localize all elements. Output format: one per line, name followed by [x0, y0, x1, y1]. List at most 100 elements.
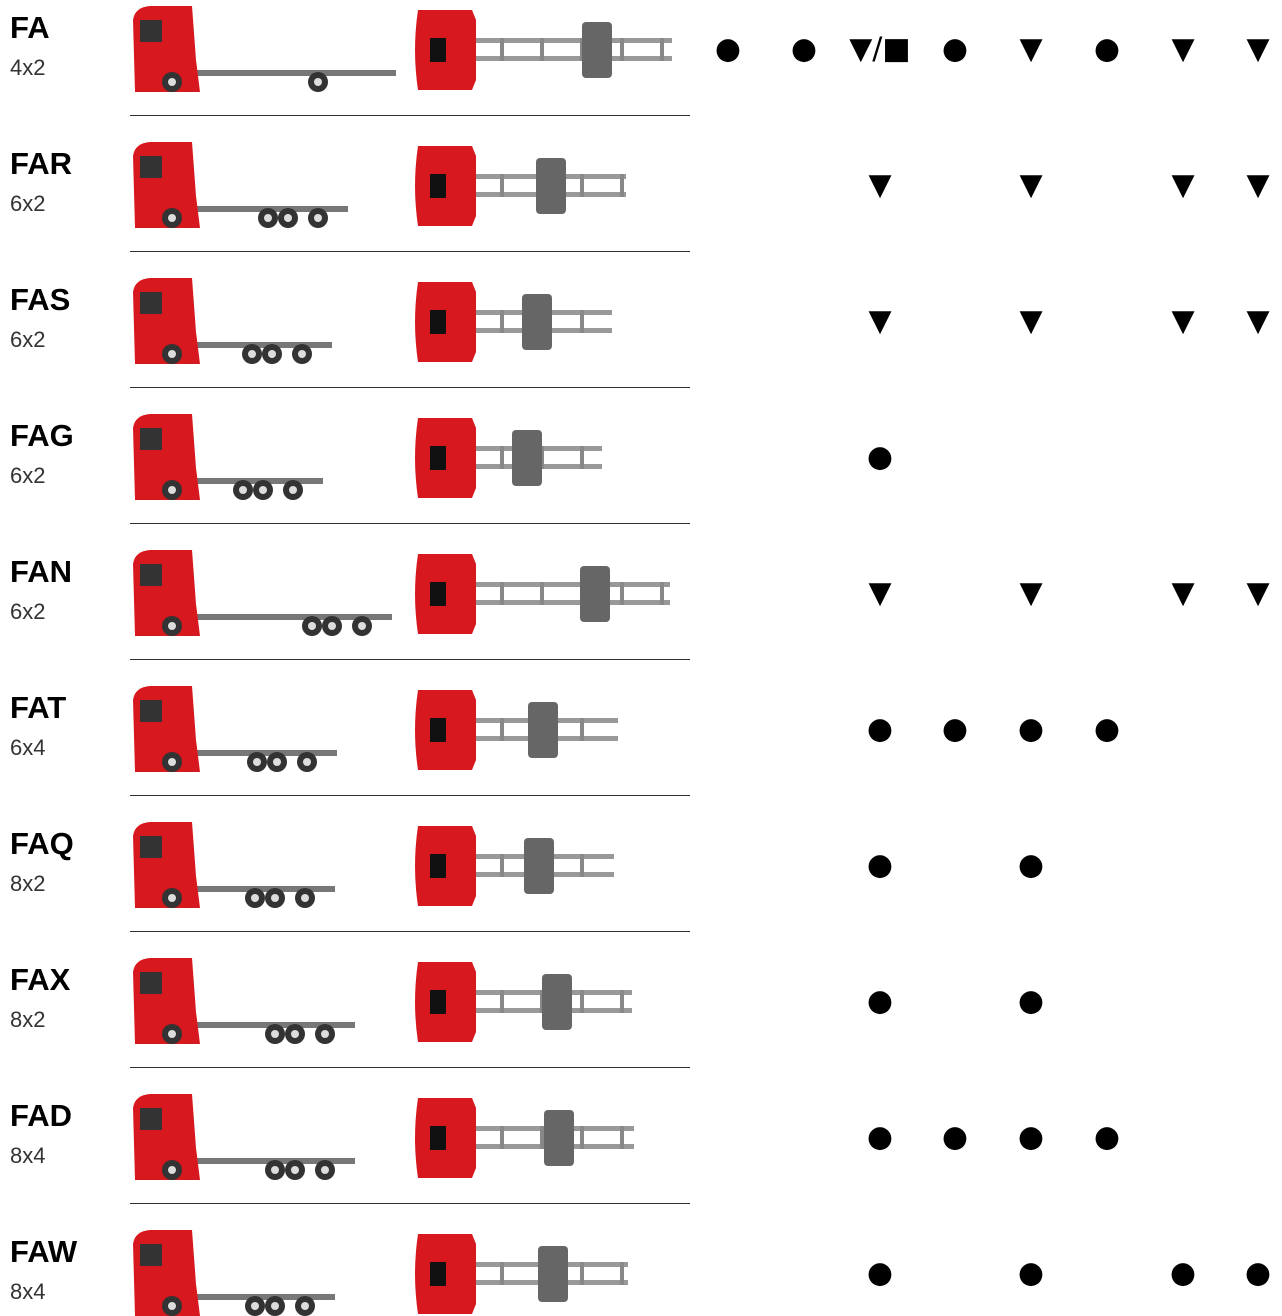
- axle-config: 8x4: [10, 1143, 45, 1168]
- cross-member: [500, 310, 504, 333]
- hub: [303, 758, 311, 766]
- row: FAX 8x2 ● ●: [10, 958, 1044, 1068]
- hub: [168, 78, 176, 86]
- hub: [314, 78, 322, 86]
- cross-member: [500, 990, 504, 1013]
- axle-config: 6x2: [10, 599, 45, 624]
- cross-member: [580, 990, 584, 1013]
- cross-member: [620, 990, 624, 1013]
- availability-symbol: ●: [1018, 1256, 1044, 1291]
- model-code: FAS: [10, 282, 70, 317]
- availability-symbol: ▼: [1171, 32, 1194, 67]
- truck-side-view: [133, 142, 348, 228]
- model-code: FAW: [10, 1234, 78, 1269]
- frame-rail: [470, 56, 672, 61]
- cross-member: [500, 582, 504, 605]
- truck-top-view: [415, 962, 632, 1042]
- model-code: FA: [10, 10, 50, 45]
- row: FAD 8x4 ● ● ● ●: [10, 1094, 1120, 1204]
- window: [140, 428, 162, 450]
- axle-group: [544, 1110, 574, 1166]
- cross-member: [620, 38, 624, 61]
- availability-symbol: ●: [1018, 984, 1044, 1019]
- cross-member: [620, 582, 624, 605]
- hatch: [430, 854, 446, 878]
- cross-member: [580, 446, 584, 469]
- axle-config: 8x2: [10, 1007, 45, 1032]
- hub: [168, 214, 176, 222]
- hub: [271, 1302, 279, 1310]
- availability-symbol: ▼: [1171, 576, 1194, 611]
- hub: [321, 1166, 329, 1174]
- hub: [271, 1030, 279, 1038]
- cross-member: [500, 718, 504, 741]
- truck-top-view: [415, 554, 670, 634]
- hub: [168, 350, 176, 358]
- model-code: FAR: [10, 146, 72, 181]
- truck-top-view: [415, 146, 626, 226]
- row: FAQ 8x2 ● ●: [10, 822, 1044, 932]
- row: FAR 6x2 ▼ ▼ ▼ ▼: [10, 142, 1270, 252]
- row: FAT 6x4 ● ● ● ●: [10, 686, 1120, 796]
- truck-side-view: [133, 6, 396, 92]
- cross-member: [580, 1262, 584, 1285]
- cross-member: [540, 38, 544, 61]
- chassis-rail: [190, 614, 392, 620]
- availability-symbol: ●: [1170, 1256, 1196, 1291]
- hub: [168, 758, 176, 766]
- window: [140, 292, 162, 314]
- hub: [358, 622, 366, 630]
- availability-symbol: ▼: [1246, 576, 1269, 611]
- hub: [264, 214, 272, 222]
- chassis-rail: [190, 886, 335, 892]
- hub: [291, 1030, 299, 1038]
- availability-symbol: ▼: [1019, 576, 1042, 611]
- axle-config: 6x2: [10, 463, 45, 488]
- axle-group: [582, 22, 612, 78]
- availability-symbol: ●: [1018, 1120, 1044, 1155]
- availability-symbol: ●: [1018, 848, 1044, 883]
- hub: [284, 214, 292, 222]
- truck-side-view: [133, 1094, 355, 1180]
- cross-member: [580, 854, 584, 877]
- cross-member: [540, 582, 544, 605]
- truck-top-view: [415, 690, 618, 770]
- axle-config: 6x2: [10, 327, 45, 352]
- hub: [308, 622, 316, 630]
- axle-config: 6x2: [10, 191, 45, 216]
- hub: [168, 1030, 176, 1038]
- model-code: FAQ: [10, 826, 74, 861]
- model-code: FAD: [10, 1098, 72, 1133]
- truck-side-view: [133, 278, 332, 364]
- hatch: [430, 582, 446, 606]
- hub: [321, 1030, 329, 1038]
- hub: [168, 894, 176, 902]
- availability-symbol: ●: [1245, 1256, 1271, 1291]
- chassis-rail: [190, 478, 323, 484]
- frame-rail: [470, 600, 670, 605]
- availability-symbol: ●: [1094, 712, 1120, 747]
- hatch: [430, 1126, 446, 1150]
- availability-symbol: ▼: [1246, 32, 1269, 67]
- availability-symbol: ▼: [1171, 304, 1194, 339]
- window: [140, 564, 162, 586]
- hub: [168, 1302, 176, 1310]
- availability-symbol: ●: [1018, 712, 1044, 747]
- hub: [271, 894, 279, 902]
- hatch: [430, 1262, 446, 1286]
- hatch: [430, 310, 446, 334]
- chassis-rail: [190, 1294, 335, 1300]
- hub: [289, 486, 297, 494]
- availability-symbol: ●: [867, 984, 893, 1019]
- hub: [251, 894, 259, 902]
- hub: [301, 894, 309, 902]
- chassis-rail: [190, 750, 337, 756]
- row: FAG 6x2 ●: [10, 414, 893, 524]
- availability-symbol: ●: [1094, 1120, 1120, 1155]
- frame-rail: [470, 38, 672, 43]
- hatch: [430, 718, 446, 742]
- hub: [259, 486, 267, 494]
- availability-symbol: ▼: [1171, 168, 1194, 203]
- availability-symbol: ●: [867, 712, 893, 747]
